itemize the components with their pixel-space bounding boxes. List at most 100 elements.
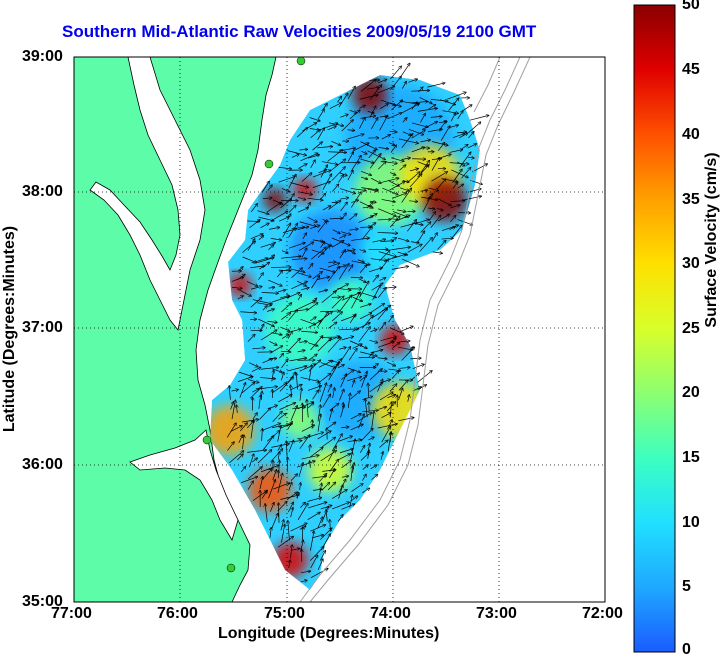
colorbar-tick: 15 [682,449,700,466]
velocity-arrow [309,445,310,452]
velocity-arrow [331,312,342,322]
velocity-arrow [278,394,292,403]
velocity-arrow [277,271,282,278]
velocity-arrow [347,134,364,140]
grid [74,57,605,602]
velocity-arrow [389,384,397,392]
velocity-arrow [267,185,272,191]
velocity-arrow [308,264,312,270]
velocity-arrow [386,361,395,366]
velocity-arrow [407,244,422,253]
velocity-arrow [371,475,378,480]
velocity-arrow [301,248,307,258]
velocity-arrow [278,413,286,420]
velocity-arrow [391,247,410,251]
velocity-arrow [361,227,372,240]
velocity-arrow [322,174,332,190]
velocity-arrow [231,287,242,288]
velocity-arrow [282,229,297,233]
velocity-arrow [247,467,262,480]
velocity-arrow [339,295,352,312]
velocity-arrow [362,465,368,470]
velocity-arrow [387,432,391,452]
velocity-arrow [310,317,316,321]
colorbar-tick: 40 [682,126,700,143]
x-tick-label: 73:00 [476,605,517,622]
velocity-arrow [349,109,357,112]
velocity-arrow [287,331,292,339]
velocity-arrow [288,521,290,541]
velocity-arrow [280,351,291,352]
velocity-arrow [351,484,363,492]
velocity-arrow [307,216,317,222]
velocity-arrow [318,360,333,368]
velocity-arrow [360,453,369,461]
velocity-arrow [377,86,395,94]
velocity-arrow [320,242,325,248]
velocity-blob [210,405,255,455]
velocity-arrow [377,424,397,429]
velocity-arrow [329,103,342,109]
velocity-arrow [337,287,350,290]
velocity-arrow [287,150,306,156]
velocity-arrow [250,266,265,269]
velocity-arrow [262,198,272,199]
velocity-arrow [329,460,339,472]
velocity-arrow [308,365,311,382]
velocity-arrow [349,495,353,508]
velocity-arrow [312,170,331,178]
velocity-arrow [390,76,402,91]
velocity-arrow [388,254,405,260]
velocity-arrow [265,504,268,523]
velocity-arrow [401,347,415,361]
velocity-arrow [450,215,455,223]
velocity-arrow [369,369,382,381]
velocity-blob [423,178,467,222]
velocity-arrow [291,227,305,230]
colorbar-tick: 10 [682,514,700,531]
velocity-arrow [381,452,383,460]
velocity-arrow [370,465,377,470]
velocity-arrow [266,309,274,312]
velocity-arrow [281,524,284,543]
velocity-arrow [351,452,353,461]
velocity-arrow [291,268,303,279]
velocity-arrow [411,102,417,110]
velocity-arrow [451,169,468,178]
velocity-arrow [418,87,422,93]
velocity-arrow [389,131,397,132]
x-tick-label: 76:00 [157,605,198,622]
velocity-blob [248,468,292,512]
velocity-arrow [278,503,279,523]
velocity-arrow [291,259,307,260]
velocity-arrow [422,122,437,130]
velocity-arrow [332,388,335,399]
velocity-arrow [352,296,363,301]
velocity-arrow [457,219,473,225]
velocity-arrow [299,221,317,227]
velocity-arrow [236,274,245,281]
velocity-arrow [377,233,398,234]
velocity-arrow [257,450,272,464]
velocity-arrow [338,485,343,499]
velocity-arrow [380,241,393,242]
velocity-arrow [341,337,353,341]
velocity-blob [228,273,252,297]
velocity-arrow [297,272,311,277]
velocity-arrow [339,188,355,194]
velocity-arrow [349,391,360,400]
velocity-arrow [297,437,306,438]
velocity-arrow [290,523,307,532]
velocity-arrow [277,445,282,451]
velocity-arrow [242,419,258,423]
velocity-arrow [288,440,294,453]
velocity-arrow [409,169,418,172]
velocity-arrow [338,264,349,280]
x-axis-label: Longitude (Degrees:Minutes) [218,625,440,642]
velocity-arrow [339,389,343,401]
velocity-arrow [339,250,346,259]
velocity-arrow [290,508,293,518]
velocity-arrow [288,205,296,213]
velocity-arrow [230,402,234,410]
velocity-arrow [300,483,301,491]
